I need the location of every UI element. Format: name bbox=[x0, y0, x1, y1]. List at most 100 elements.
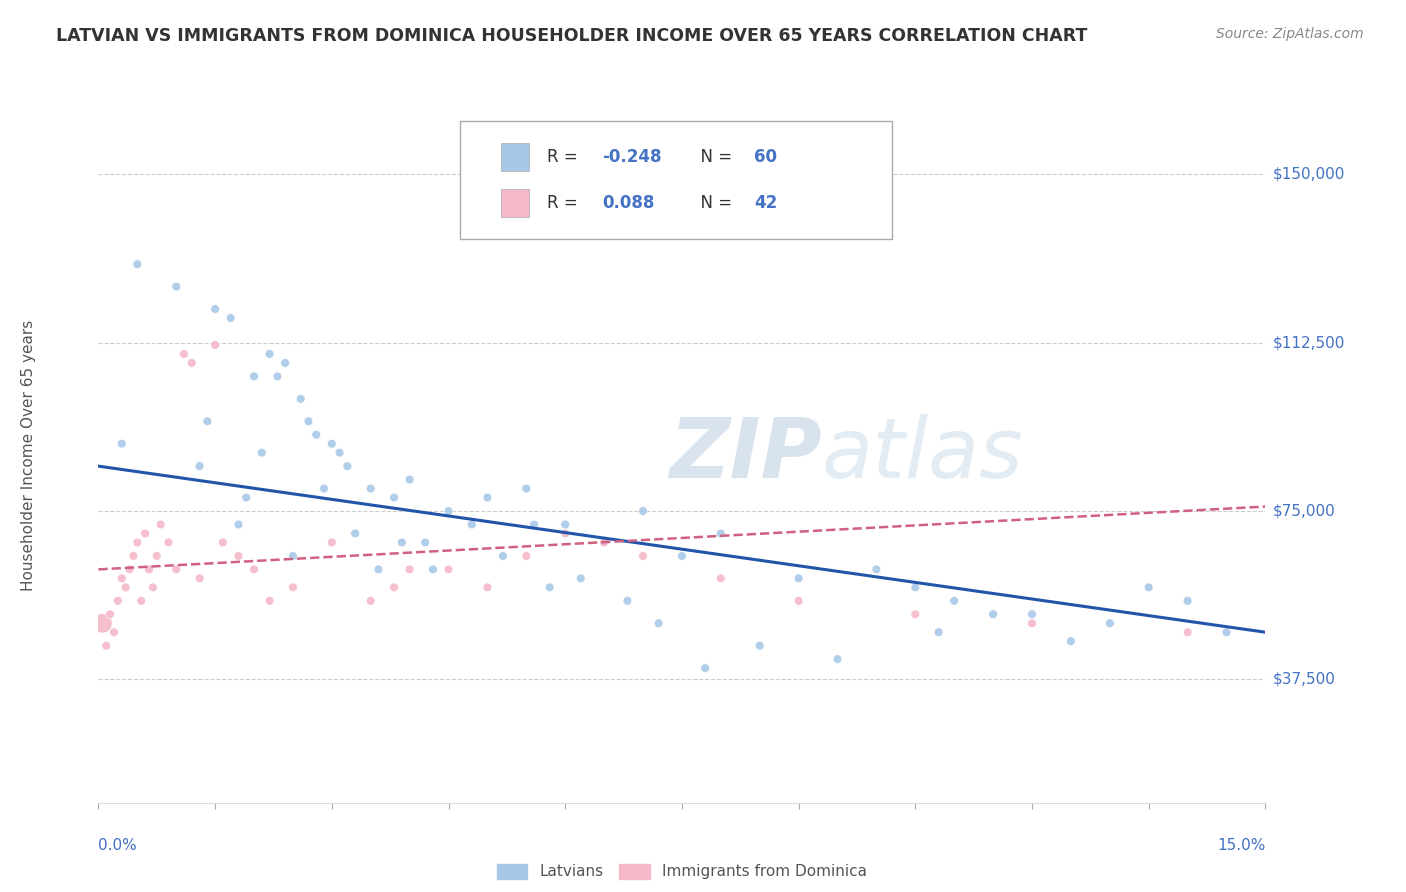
Text: N =: N = bbox=[690, 194, 738, 212]
Point bbox=[1177, 594, 1199, 608]
Legend: Latvians, Immigrants from Dominica: Latvians, Immigrants from Dominica bbox=[491, 857, 873, 886]
Point bbox=[360, 482, 382, 496]
Point bbox=[477, 491, 499, 505]
Point bbox=[710, 526, 733, 541]
Point bbox=[538, 580, 561, 594]
Point bbox=[1137, 580, 1160, 594]
Point bbox=[146, 549, 169, 563]
Point bbox=[569, 571, 592, 585]
Point bbox=[321, 535, 343, 549]
Point bbox=[204, 301, 226, 316]
Point bbox=[461, 517, 484, 532]
Point bbox=[305, 427, 328, 442]
Text: $112,500: $112,500 bbox=[1272, 335, 1344, 351]
Point bbox=[398, 473, 420, 487]
Point bbox=[382, 580, 405, 594]
Point bbox=[188, 571, 211, 585]
Text: $37,500: $37,500 bbox=[1272, 672, 1336, 687]
Point bbox=[204, 338, 226, 352]
Point bbox=[228, 549, 250, 563]
Point bbox=[523, 517, 546, 532]
Point bbox=[259, 594, 281, 608]
Point bbox=[787, 594, 810, 608]
Point bbox=[180, 356, 202, 370]
Point bbox=[122, 549, 145, 563]
Point bbox=[865, 562, 887, 576]
Point bbox=[477, 580, 499, 594]
Point bbox=[398, 562, 420, 576]
Text: 60: 60 bbox=[754, 148, 778, 166]
Point bbox=[228, 517, 250, 532]
Point bbox=[274, 356, 297, 370]
Point bbox=[219, 311, 242, 326]
Text: R =: R = bbox=[547, 148, 582, 166]
Point bbox=[360, 594, 382, 608]
Point bbox=[1021, 616, 1043, 631]
Point bbox=[259, 347, 281, 361]
Point bbox=[111, 571, 134, 585]
Point bbox=[138, 562, 160, 576]
Point bbox=[1060, 634, 1083, 648]
Point bbox=[281, 549, 304, 563]
Point bbox=[142, 580, 165, 594]
Point bbox=[266, 369, 288, 384]
Point bbox=[149, 517, 172, 532]
Point bbox=[904, 607, 927, 622]
Text: -0.248: -0.248 bbox=[603, 148, 662, 166]
Point bbox=[165, 279, 187, 293]
Point bbox=[1021, 607, 1043, 622]
Point bbox=[250, 445, 273, 459]
Point bbox=[165, 562, 187, 576]
Point bbox=[336, 459, 359, 474]
Point bbox=[107, 594, 129, 608]
Point bbox=[127, 257, 149, 271]
Text: 15.0%: 15.0% bbox=[1218, 838, 1265, 854]
Point bbox=[129, 594, 152, 608]
Point bbox=[710, 571, 733, 585]
Text: $75,000: $75,000 bbox=[1272, 503, 1336, 518]
FancyBboxPatch shape bbox=[501, 144, 529, 171]
Text: 0.088: 0.088 bbox=[603, 194, 655, 212]
Point bbox=[329, 445, 352, 459]
Text: ZIP: ZIP bbox=[669, 415, 823, 495]
Point bbox=[554, 526, 576, 541]
Point bbox=[616, 594, 638, 608]
Point bbox=[312, 482, 335, 496]
Text: LATVIAN VS IMMIGRANTS FROM DOMINICA HOUSEHOLDER INCOME OVER 65 YEARS CORRELATION: LATVIAN VS IMMIGRANTS FROM DOMINICA HOUS… bbox=[56, 27, 1088, 45]
Point bbox=[593, 535, 616, 549]
Point bbox=[943, 594, 966, 608]
FancyBboxPatch shape bbox=[460, 121, 891, 239]
Text: N =: N = bbox=[690, 148, 738, 166]
Point bbox=[96, 639, 118, 653]
Point bbox=[344, 526, 367, 541]
Point bbox=[297, 414, 319, 428]
Text: atlas: atlas bbox=[823, 415, 1024, 495]
FancyBboxPatch shape bbox=[501, 189, 529, 217]
Point bbox=[671, 549, 693, 563]
Point bbox=[787, 571, 810, 585]
Point bbox=[391, 535, 413, 549]
Point bbox=[827, 652, 849, 666]
Point bbox=[695, 661, 717, 675]
Point bbox=[554, 517, 576, 532]
Point bbox=[111, 436, 134, 450]
Point bbox=[103, 625, 125, 640]
Point bbox=[904, 580, 927, 594]
Point bbox=[367, 562, 389, 576]
Point bbox=[631, 549, 654, 563]
Point bbox=[243, 369, 266, 384]
Point bbox=[928, 625, 950, 640]
Point bbox=[437, 562, 460, 576]
Text: 42: 42 bbox=[754, 194, 778, 212]
Point bbox=[593, 535, 616, 549]
Point bbox=[127, 535, 149, 549]
Point bbox=[515, 549, 537, 563]
Point bbox=[157, 535, 180, 549]
Point bbox=[631, 504, 654, 518]
Point bbox=[492, 549, 515, 563]
Point bbox=[1177, 625, 1199, 640]
Point bbox=[98, 607, 121, 622]
Point bbox=[413, 535, 436, 549]
Point bbox=[515, 482, 537, 496]
Point bbox=[437, 504, 460, 518]
